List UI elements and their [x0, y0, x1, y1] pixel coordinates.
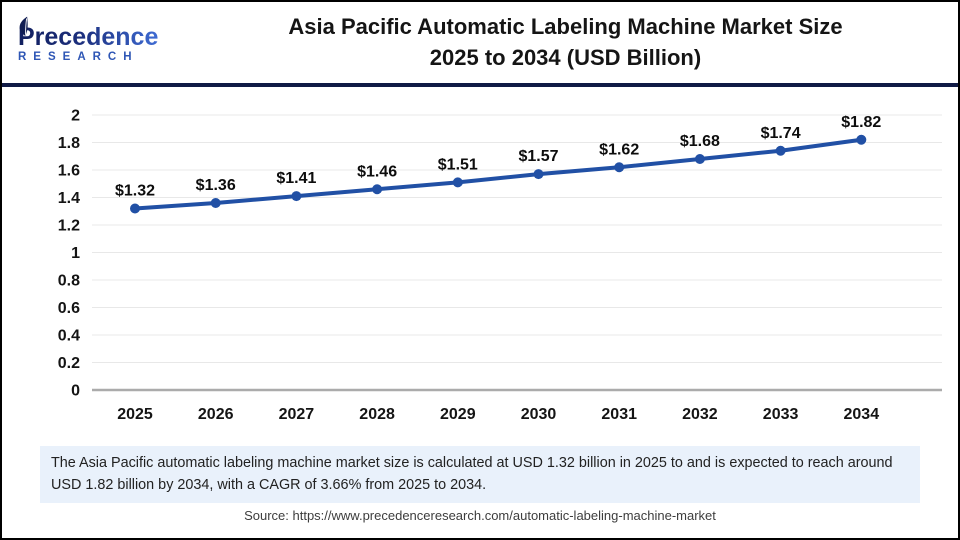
x-tick-label-2031: 2031 — [601, 406, 637, 423]
leaf-icon — [19, 16, 28, 36]
y-tick-label: 1.4 — [58, 190, 80, 207]
data-label-2029: $1.51 — [438, 156, 478, 173]
x-tick-label-2028: 2028 — [359, 406, 395, 423]
data-label-2032: $1.68 — [680, 133, 720, 150]
y-tick-label: 1.6 — [58, 163, 80, 180]
title-line-1: Asia Pacific Automatic Labeling Machine … — [288, 13, 843, 39]
data-label-2028: $1.46 — [357, 163, 397, 180]
data-point-2031[interactable] — [614, 162, 625, 173]
logo-wordmark: Precedence — [18, 23, 159, 51]
data-label-2026: $1.36 — [196, 177, 236, 194]
summary-note-text: The Asia Pacific automatic labeling mach… — [51, 455, 893, 493]
summary-note: The Asia Pacific automatic labeling mach… — [40, 446, 920, 504]
y-tick-label: 0.4 — [58, 328, 80, 345]
x-tick-label-2027: 2027 — [279, 406, 315, 423]
title-line-2: 2025 to 2034 (USD Billion) — [429, 45, 702, 70]
chart-title: Asia Pacific Automatic Labeling Machine … — [187, 11, 958, 73]
x-tick-label-2025: 2025 — [117, 406, 153, 423]
data-label-2025: $1.32 — [115, 183, 155, 200]
data-point-2032[interactable] — [694, 154, 705, 164]
y-tick-label: 1 — [71, 245, 80, 262]
y-tick-label: 1.8 — [58, 135, 80, 152]
data-point-2033[interactable] — [775, 145, 786, 156]
x-tick-label-2026: 2026 — [198, 406, 234, 423]
y-tick-label: 0.8 — [58, 273, 80, 290]
logo-subtext: RESEARCH — [18, 51, 139, 63]
header: Precedence RESEARCH Asia Pacific Automat… — [2, 2, 958, 82]
x-tick-label-2033: 2033 — [763, 406, 799, 423]
data-label-2031: $1.62 — [599, 141, 639, 158]
brand-logo[interactable]: Precedence RESEARCH — [2, 16, 187, 63]
source-attribution: Source: https://www.precedenceresearch.c… — [244, 508, 716, 523]
data-label-2034: $1.82 — [841, 114, 881, 131]
data-point-2029[interactable] — [452, 177, 463, 188]
market-size-line — [133, 137, 864, 211]
data-label-2030: $1.57 — [518, 148, 558, 165]
y-tick-label: 0.6 — [58, 300, 80, 317]
y-tick-label: 2 — [71, 108, 80, 125]
data-point-2027[interactable] — [291, 191, 302, 202]
header-divider — [2, 83, 958, 87]
y-tick-label: 1.2 — [58, 218, 80, 235]
data-label-2033: $1.74 — [761, 125, 801, 142]
line-chart: 0 0.2 0.4 0.6 0.8 1 1.2 1.4 1.6 1.8 2 2025 2026 2027 2… — [58, 108, 942, 423]
logo-wordmark-row: Precedence — [18, 16, 159, 51]
x-tick-label-2034: 2034 — [844, 406, 880, 423]
data-point-2028[interactable] — [372, 184, 383, 195]
x-tick-label-2032: 2032 — [682, 406, 718, 423]
x-tick-label-2030: 2030 — [521, 406, 557, 423]
y-tick-label: 0 — [71, 383, 80, 400]
data-point-2026[interactable] — [210, 198, 221, 208]
data-point-2025[interactable] — [130, 203, 140, 214]
x-tick-label-2029: 2029 — [440, 406, 476, 423]
y-tick-label: 0.2 — [58, 355, 80, 372]
data-point-2034[interactable] — [856, 134, 867, 145]
data-label-2027: $1.41 — [276, 170, 316, 187]
data-point-2030[interactable] — [533, 169, 544, 180]
